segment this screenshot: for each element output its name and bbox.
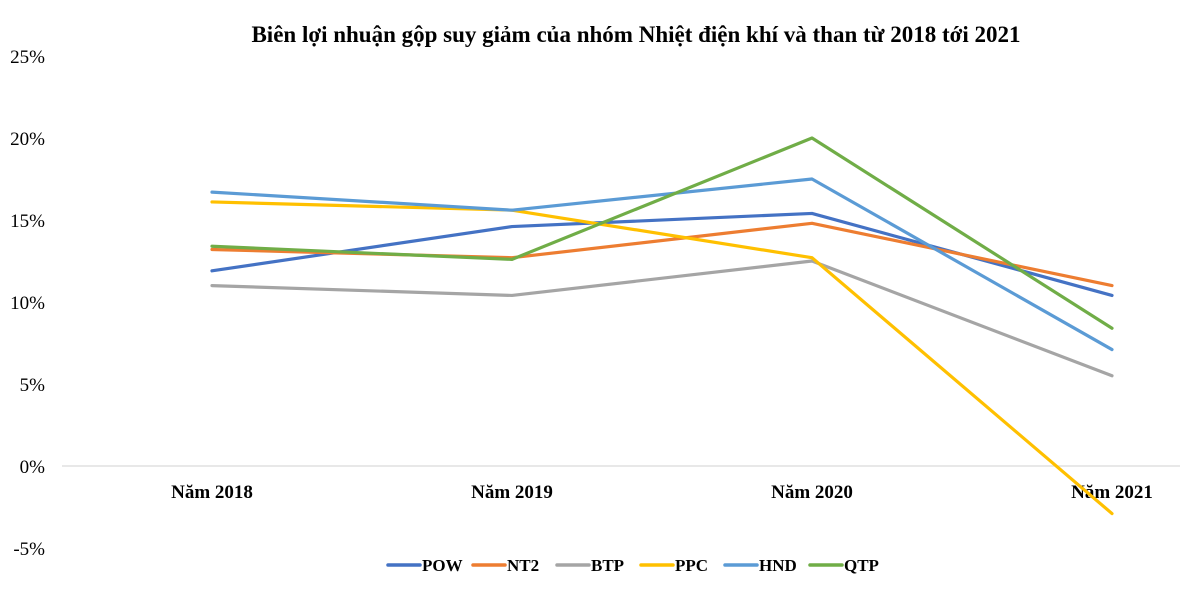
legend-label: HND	[759, 556, 797, 575]
x-tick-label: Năm 2020	[771, 482, 853, 503]
legend-item-nt2: NT2	[471, 556, 539, 575]
series-line-ppc	[210, 200, 1114, 516]
legend-item-qtp: QTP	[808, 556, 879, 575]
legend-label: QTP	[844, 556, 879, 575]
legend-item-hnd: HND	[723, 556, 797, 575]
y-tick-label: 0%	[20, 457, 46, 478]
y-tick-label: 5%	[20, 375, 46, 396]
x-tick-label: Năm 2021	[1071, 482, 1153, 503]
legend-item-ppc: PPC	[639, 556, 708, 575]
series-line-hnd	[210, 177, 1114, 352]
legend-label: PPC	[675, 556, 708, 575]
y-tick-label: 20%	[10, 129, 45, 150]
y-tick-label: 10%	[10, 293, 45, 314]
legend-label: BTP	[591, 556, 624, 575]
legend-label: NT2	[507, 556, 539, 575]
chart-title: Biên lợi nhuận gộp suy giảm của nhóm Nhi…	[251, 22, 1020, 47]
legend-item-btp: BTP	[555, 556, 624, 575]
series-line-btp	[210, 259, 1114, 378]
x-tick-label: Năm 2019	[471, 482, 553, 503]
legend-item-pow: POW	[386, 556, 463, 575]
legend-label: POW	[422, 556, 463, 575]
x-tick-label: Năm 2018	[171, 482, 253, 503]
y-tick-label: -5%	[13, 539, 45, 560]
series-line-qtp	[210, 136, 1114, 330]
y-tick-label: 25%	[10, 47, 45, 68]
y-tick-label: 15%	[10, 211, 45, 232]
